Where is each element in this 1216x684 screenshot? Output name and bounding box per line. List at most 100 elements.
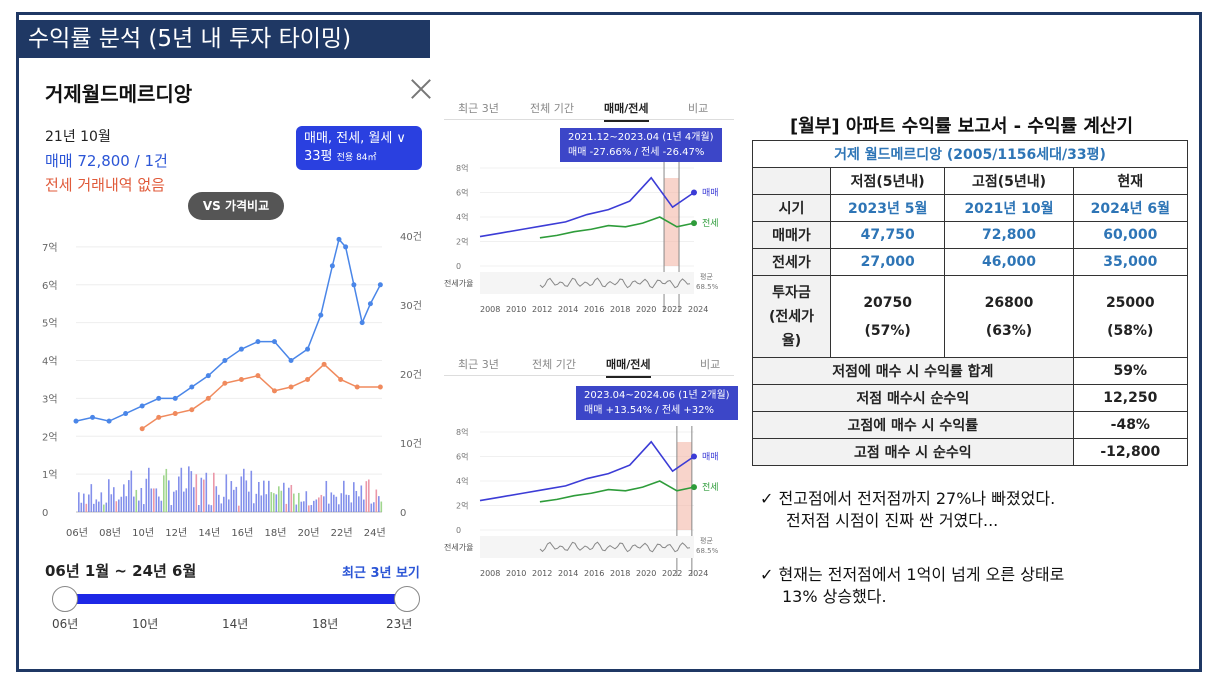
y-tick-label: 2억 xyxy=(456,501,468,511)
volume-bar xyxy=(253,503,255,512)
data-point xyxy=(321,361,327,367)
series-line-전세 xyxy=(539,480,695,503)
volume-bar xyxy=(360,485,363,512)
y-tick-label: 4억 xyxy=(42,356,58,368)
volume-bar xyxy=(148,467,150,512)
volume-bar xyxy=(183,491,185,512)
row-label: 전세가 xyxy=(752,248,831,276)
row-label: 투자금 (전세가 율) xyxy=(752,275,831,358)
volume-bar xyxy=(103,504,105,512)
avg-value: 68.5% xyxy=(696,547,719,555)
volume-bar xyxy=(270,492,273,512)
profit-report-table: 거제 월드메르디앙 (2005/1156세대/33평) 저점(5년내) 고점(5… xyxy=(752,140,1189,466)
volume-bar xyxy=(260,495,263,512)
volume-bar xyxy=(375,489,378,512)
volume-bar xyxy=(348,495,350,512)
table-cell: 47,750 xyxy=(829,221,946,249)
table-cell: 2024년 6월 xyxy=(1072,194,1189,222)
y2-tick-label: 40건 xyxy=(400,231,422,243)
volume-bar xyxy=(190,471,193,512)
tab-sale-jeonse[interactable]: 매매/전세 xyxy=(606,356,651,378)
row-label: 매매가 xyxy=(752,221,831,249)
y-tick-label: 8억 xyxy=(456,163,468,173)
x-tick-label: 2018 xyxy=(610,569,630,578)
table-header-row: 저점(5년내) 고점(5년내) 현재 xyxy=(752,167,1189,195)
volume-bar xyxy=(218,494,220,512)
y-tick-label: 0 xyxy=(456,526,461,535)
recent-3y-link[interactable]: 최근 3년 보기 xyxy=(342,566,420,581)
invest-label-line: 투자금 xyxy=(772,284,811,301)
volume-bar xyxy=(213,472,215,512)
volume-bar xyxy=(305,491,308,512)
tooltip-change: 매매 +13.54% / 전세 +32% xyxy=(584,405,714,416)
close-icon[interactable] xyxy=(408,76,434,102)
volume-bar xyxy=(323,496,325,512)
volume-bar xyxy=(178,476,180,512)
volume-bar xyxy=(285,503,288,512)
volume-bar xyxy=(220,503,223,512)
tab-sale-jeonse[interactable]: 매매/전세 xyxy=(604,100,649,122)
summary-row: 저점 매수시 순수익 12,250 xyxy=(752,384,1189,412)
volume-bar xyxy=(120,496,123,512)
volume-bar xyxy=(233,489,235,512)
legend-jeonse: 전세 xyxy=(702,218,719,229)
data-point xyxy=(205,373,211,379)
tooltip-change: 매매 -27.66% / 전세 -26.47% xyxy=(568,147,705,158)
range-slider-start-handle[interactable] xyxy=(52,586,78,612)
filter-deal-types: 매매, 전세, 월세 ∨ xyxy=(304,131,406,146)
volume-bar xyxy=(135,489,138,512)
summary-label: 고점에 매수 시 수익률 xyxy=(752,411,1074,439)
tab-all-period[interactable]: 전체 기간 xyxy=(530,102,574,115)
x-tick-label: 2020 xyxy=(636,305,656,314)
volume-bar xyxy=(308,505,310,512)
highlight-band xyxy=(664,178,680,266)
apartment-name: 거제월드메르디앙 xyxy=(45,82,193,106)
data-point xyxy=(367,301,373,307)
volume-bar xyxy=(225,474,228,512)
tab-compare[interactable]: 비교 xyxy=(688,102,709,115)
volume-bar xyxy=(143,504,145,512)
outer-frame xyxy=(16,12,1202,672)
selected-date: 21년 10월 xyxy=(45,129,111,145)
invest-amount: 26800 xyxy=(984,294,1034,311)
volume-bar xyxy=(95,499,98,512)
y-tick-label: 6억 xyxy=(456,452,468,462)
summary-row: 저점에 매수 시 수익률 합계 59% xyxy=(752,357,1189,385)
x-tick-label: 2018 xyxy=(610,305,630,314)
slider-label: 18년 xyxy=(312,617,339,631)
range-slider-end-handle[interactable] xyxy=(394,586,420,612)
data-point xyxy=(351,282,357,288)
volume-bar xyxy=(188,466,190,512)
x-tick-label: 18년 xyxy=(264,527,286,539)
volume-bar xyxy=(208,504,210,512)
tab-compare[interactable]: 비교 xyxy=(700,358,721,371)
volume-bar xyxy=(300,501,303,512)
volume-bar xyxy=(303,501,305,512)
volume-bar xyxy=(128,480,130,512)
volume-bar xyxy=(125,496,128,512)
volume-bar xyxy=(275,494,278,512)
deal-type-filter[interactable]: 매매, 전세, 월세 ∨ 33평 전용 84㎡ xyxy=(296,126,422,170)
table-row: 전세가 27,000 46,000 35,000 xyxy=(752,248,1189,276)
period-tooltip: 2023.04~2024.06 (1년 2개월) 매매 +13.54% / 전세… xyxy=(576,386,738,420)
volume-bar xyxy=(338,504,340,512)
volume-bar xyxy=(283,482,285,512)
volume-bar xyxy=(133,496,135,512)
volume-bar xyxy=(88,494,90,512)
tab-recent-3y[interactable]: 최근 3년 xyxy=(458,102,499,115)
tab-recent-3y[interactable]: 최근 3년 xyxy=(458,358,499,371)
x-tick-label: 2008 xyxy=(480,305,500,314)
x-tick-label: 24년 xyxy=(364,527,386,539)
data-point xyxy=(156,414,162,420)
range-slider-track[interactable] xyxy=(64,594,406,604)
y-tick-label: 6억 xyxy=(42,280,58,292)
y-tick-label: 5억 xyxy=(42,318,58,330)
volume-bar xyxy=(85,503,88,512)
volume-bar xyxy=(123,484,125,512)
table-cell: 2023년 5월 xyxy=(829,194,946,222)
tab-all-period[interactable]: 전체 기간 xyxy=(532,358,576,371)
x-tick-label: 12년 xyxy=(165,527,187,539)
vs-compare-button[interactable]: VS 가격비교 xyxy=(188,192,284,220)
header-cell: 현재 xyxy=(1072,167,1189,195)
